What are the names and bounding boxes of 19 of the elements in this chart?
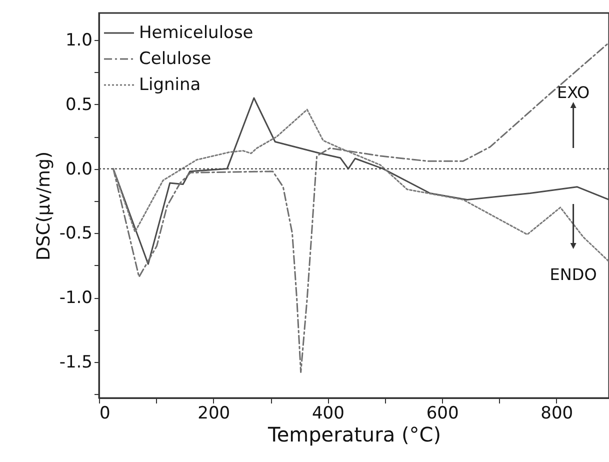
legend-label: Celulose [139,49,212,69]
y-tick-label: 0.5 [65,94,92,115]
y-axis-title: DSC(μv/mg) [33,151,54,261]
x-tick-label: 0 [100,404,110,424]
y-tick-label: 0.0 [65,159,92,180]
x-tick-label: 200 [198,404,230,424]
x-tick-label: 600 [426,404,459,424]
line-series [112,42,609,373]
legend-label: Lignina [139,75,201,95]
y-tick-label: 1.0 [65,30,92,51]
annotation: EXO [556,83,590,102]
legend-label: Hemicelulose [139,23,254,43]
annotation: ENDO [550,265,597,284]
y-tick-label: -1.5 [59,352,92,372]
x-tick-label: 400 [312,404,344,424]
x-axis-title: Temperatura (°C) [266,422,442,446]
y-tick-label: -1.0 [59,288,92,308]
y-tick-label: -0.5 [59,224,92,244]
x-tick-label: 800 [540,404,574,424]
